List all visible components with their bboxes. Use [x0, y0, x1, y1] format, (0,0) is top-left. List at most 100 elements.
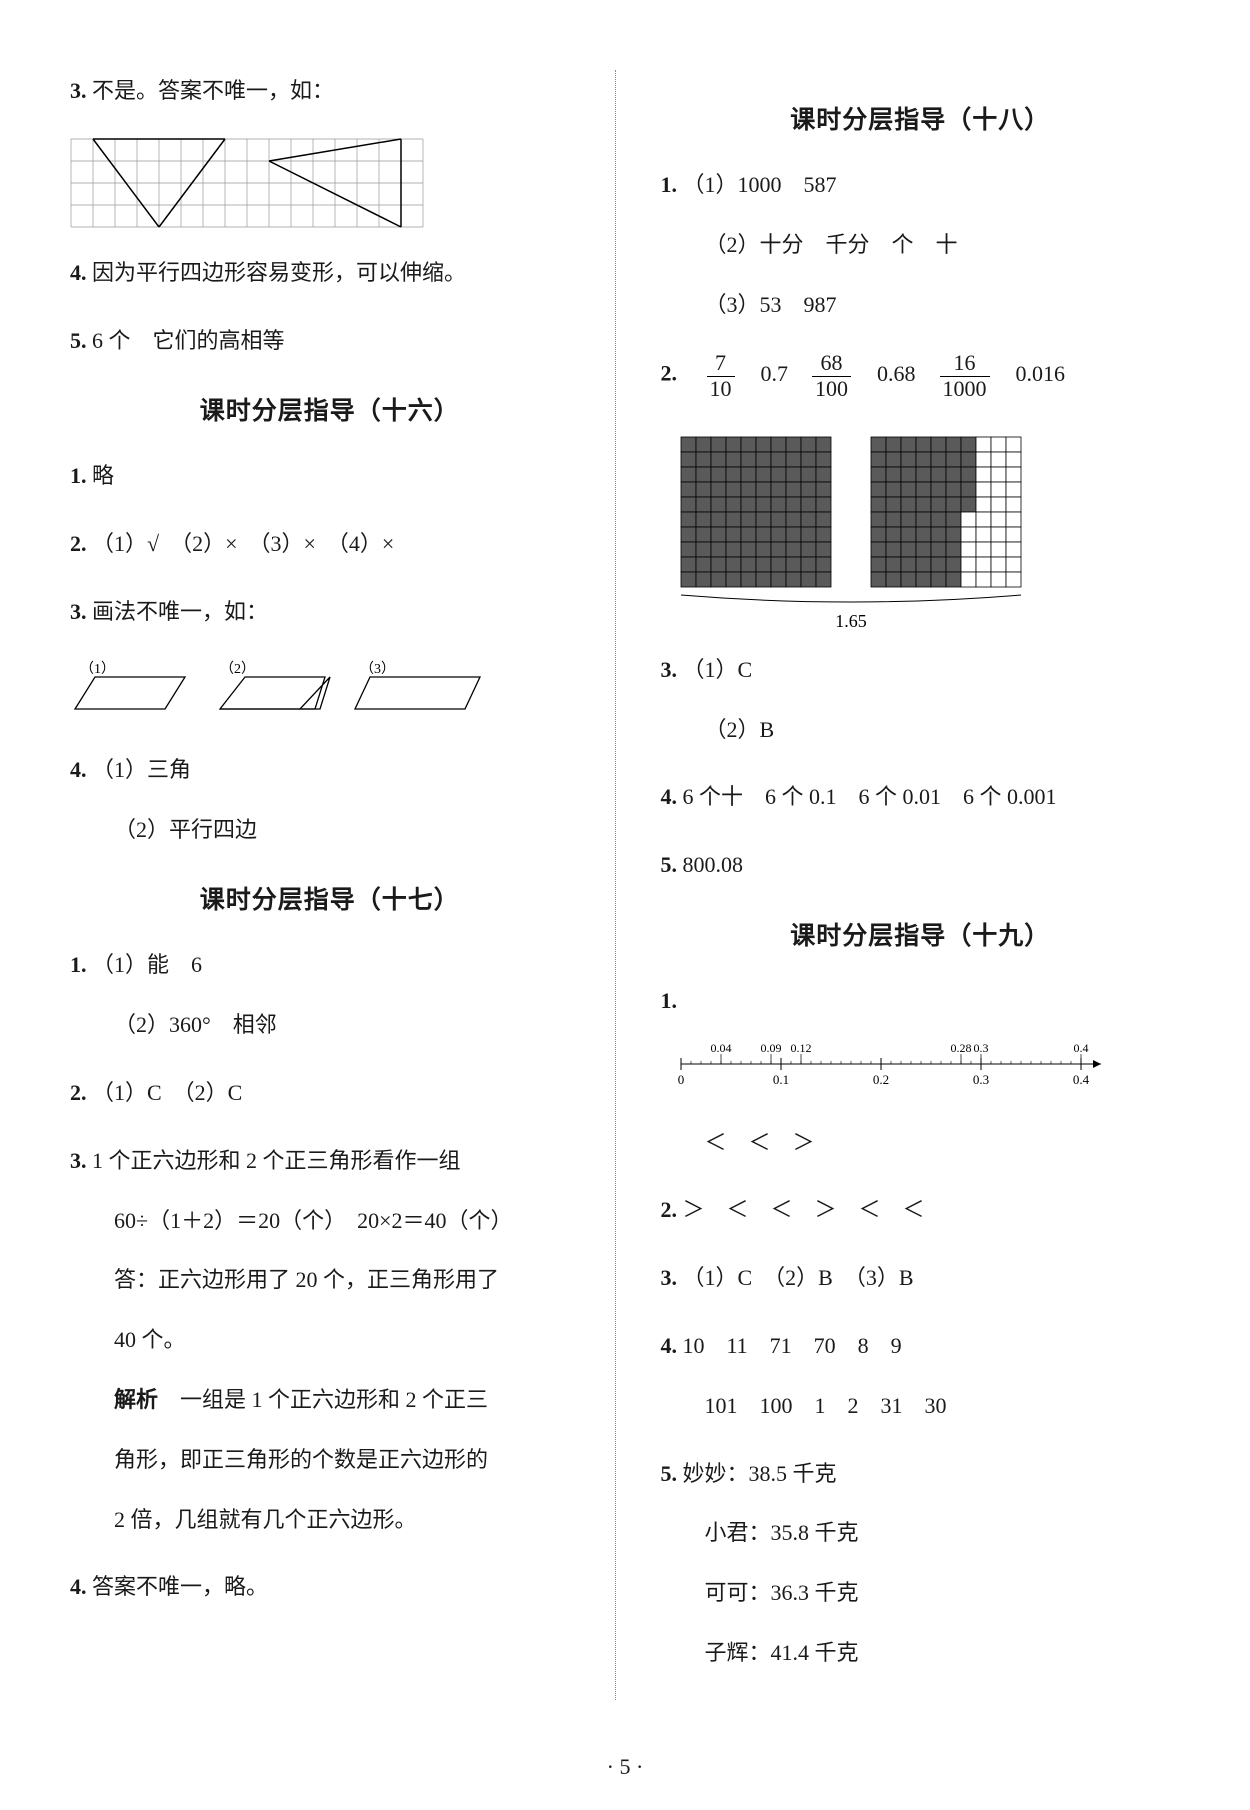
s18-3: 3. （1）C （2）B — [661, 649, 1181, 751]
hundred-squares-figure: 1.65 — [661, 427, 1181, 639]
s18-1b-text: （2）十分 千分 个 十 — [705, 224, 1181, 266]
s18-3b-text: （2）B — [705, 709, 1181, 751]
squares-svg: 1.65 — [661, 427, 1081, 633]
svg-text:（1）: （1） — [80, 661, 115, 677]
item-number: 1. — [70, 463, 92, 488]
numberline-svg: 00.10.20.30.40.040.090.120.280.30.4 — [661, 1030, 1121, 1090]
s19-2-text: ＞ ＜ ＜ ＞ ＜ ＜ — [683, 1197, 925, 1222]
q4: 4. 因为平行四边形容易变形，可以伸缩。 — [70, 252, 590, 294]
item-number: 2. — [661, 361, 683, 386]
left-column: 3. 不是。答案不唯一，如： 4. 因为平行四边形容易变形，可以伸缩。 5. 6… — [70, 70, 616, 1700]
s17-1a-text: （1）能 6 — [92, 952, 202, 977]
s17-2-text: （1）C （2）C — [92, 1080, 242, 1105]
svg-text:0.4: 0.4 — [1073, 1041, 1088, 1055]
svg-text:0.28: 0.28 — [950, 1041, 971, 1055]
page-number: · 5 · — [0, 1754, 1250, 1780]
grid-triangle-figure — [70, 138, 590, 228]
svg-text:0.2: 0.2 — [872, 1072, 888, 1087]
s16-3-text: 画法不唯一，如： — [92, 599, 268, 624]
fractions-row: 7100.7681000.681610000.016 — [683, 361, 1066, 386]
item-number: 2. — [661, 1197, 683, 1222]
s18-2: 2. 7100.7681000.681610000.016 — [661, 351, 1181, 400]
s17-3a-text: 1 个正六边形和 2 个正三角形看作一组 — [92, 1148, 461, 1173]
number-line-figure: 00.10.20.30.40.040.090.120.280.30.4 — [661, 1030, 1181, 1104]
item-number: 2. — [70, 531, 92, 556]
item-number: 5. — [661, 852, 683, 877]
heading-19: 课时分层指导（十九） — [661, 916, 1181, 952]
s19-2: 2. ＞ ＜ ＜ ＞ ＜ ＜ — [661, 1189, 1181, 1231]
item-number: 3. — [661, 1265, 683, 1290]
svg-text:0: 0 — [677, 1072, 684, 1087]
s16-4a-text: （1）三角 — [92, 757, 191, 782]
s16-4: 4. （1）三角 （2）平行四边 — [70, 749, 590, 851]
s19-4a-text: 10 11 71 70 8 9 — [683, 1333, 902, 1358]
s17-3d-text: 40 个。 — [114, 1319, 590, 1361]
s17-4-text: 答案不唯一，略。 — [92, 1574, 268, 1599]
s16-3: 3. 画法不唯一，如： — [70, 591, 590, 633]
s17-3: 3. 1 个正六边形和 2 个正三角形看作一组 60÷（1＋2）＝20（个） 2… — [70, 1140, 590, 1541]
shapes-svg: （1） （2） （3） — [70, 659, 490, 719]
s18-3a-text: （1）C — [683, 657, 753, 682]
svg-text:0.04: 0.04 — [710, 1041, 731, 1055]
s17-2: 2. （1）C （2）C — [70, 1072, 590, 1114]
item-number: 1. — [661, 988, 678, 1013]
item-number: 4. — [70, 1574, 92, 1599]
s17-1: 1. （1）能 6 （2）360° 相邻 — [70, 944, 590, 1046]
item-number: 3. — [70, 1148, 92, 1173]
s19-4: 4. 10 11 71 70 8 9 101 100 1 2 31 30 — [661, 1325, 1181, 1427]
s19-5d-text: 子辉：41.4 千克 — [705, 1632, 1181, 1674]
q3-text: 不是。答案不唯一，如： — [92, 78, 334, 103]
s19-3: 3. （1）C （2）B （3）B — [661, 1257, 1181, 1299]
item-number: 1. — [70, 952, 92, 977]
q4-text: 因为平行四边形容易变形，可以伸缩。 — [92, 260, 466, 285]
s18-1c-text: （3）53 987 — [705, 284, 1181, 326]
s19-3-text: （1）C （2）B （3）B — [683, 1265, 914, 1290]
svg-text:0.1: 0.1 — [772, 1072, 788, 1087]
svg-text:1.65: 1.65 — [835, 611, 867, 631]
heading-16: 课时分层指导（十六） — [70, 391, 590, 427]
s17-4: 4. 答案不唯一，略。 — [70, 1566, 590, 1608]
s19-1b-text: ＜ ＜ ＞ — [705, 1122, 1181, 1164]
svg-text:0.3: 0.3 — [972, 1072, 988, 1087]
s19-5a-text: 妙妙：38.5 千克 — [683, 1461, 837, 1486]
s18-4: 4. 6 个十 6 个 0.1 6 个 0.01 6 个 0.001 — [661, 776, 1181, 818]
s17-3e-line: 解析 一组是 1 个正六边形和 2 个正三 — [114, 1379, 590, 1421]
s16-2: 2. （1）√ （2）× （3）× （4）× — [70, 523, 590, 565]
svg-text:（3）: （3） — [360, 661, 395, 677]
q5-text: 6 个 它们的高相等 — [92, 328, 285, 353]
heading-18: 课时分层指导（十八） — [661, 100, 1181, 136]
svg-text:0.12: 0.12 — [790, 1041, 811, 1055]
right-column: 课时分层指导（十八） 1. （1）1000 587 （2）十分 千分 个 十 （… — [646, 70, 1181, 1700]
s18-5-text: 800.08 — [683, 852, 744, 877]
shapes-figure: （1） （2） （3） — [70, 659, 590, 725]
s17-3e-text: 一组是 1 个正六边形和 2 个正三 — [158, 1387, 488, 1412]
item-number: 3. — [70, 78, 92, 103]
s17-3g-text: 2 倍，几组就有几个正六边形。 — [114, 1499, 590, 1541]
s18-1: 1. （1）1000 587 （2）十分 千分 个 十 （3）53 987 — [661, 164, 1181, 325]
s17-3f-text: 角形，即正三角形的个数是正六边形的 — [114, 1439, 590, 1481]
svg-text:（2）: （2） — [220, 661, 255, 677]
item-number: 4. — [70, 260, 92, 285]
s16-1-text: 略 — [92, 463, 114, 488]
s19-5c-text: 可可：36.3 千克 — [705, 1572, 1181, 1614]
grid-svg — [70, 138, 424, 228]
item-number: 2. — [70, 1080, 92, 1105]
svg-text:0.4: 0.4 — [1072, 1072, 1089, 1087]
s18-5: 5. 800.08 — [661, 844, 1181, 886]
item-number: 4. — [661, 784, 683, 809]
s18-1a-text: （1）1000 587 — [683, 172, 837, 197]
item-number: 1. — [661, 172, 683, 197]
s18-4-text: 6 个十 6 个 0.1 6 个 0.01 6 个 0.001 — [683, 784, 1057, 809]
item-number: 4. — [661, 1333, 683, 1358]
item-number: 3. — [70, 599, 92, 624]
s17-3b-text: 60÷（1＋2）＝20（个） 20×2＝40（个） — [114, 1200, 590, 1242]
two-column-layout: 3. 不是。答案不唯一，如： 4. 因为平行四边形容易变形，可以伸缩。 5. 6… — [70, 70, 1180, 1700]
s19-5b-text: 小君：35.8 千克 — [705, 1512, 1181, 1554]
s16-2-text: （1）√ （2）× （3）× （4）× — [92, 531, 394, 556]
analysis-label: 解析 — [114, 1387, 158, 1412]
svg-text:0.3: 0.3 — [973, 1041, 988, 1055]
s17-3c-text: 答：正六边形用了 20 个，正三角形用了 — [114, 1259, 590, 1301]
item-number: 5. — [661, 1461, 683, 1486]
item-number: 5. — [70, 328, 92, 353]
item-number: 4. — [70, 757, 92, 782]
